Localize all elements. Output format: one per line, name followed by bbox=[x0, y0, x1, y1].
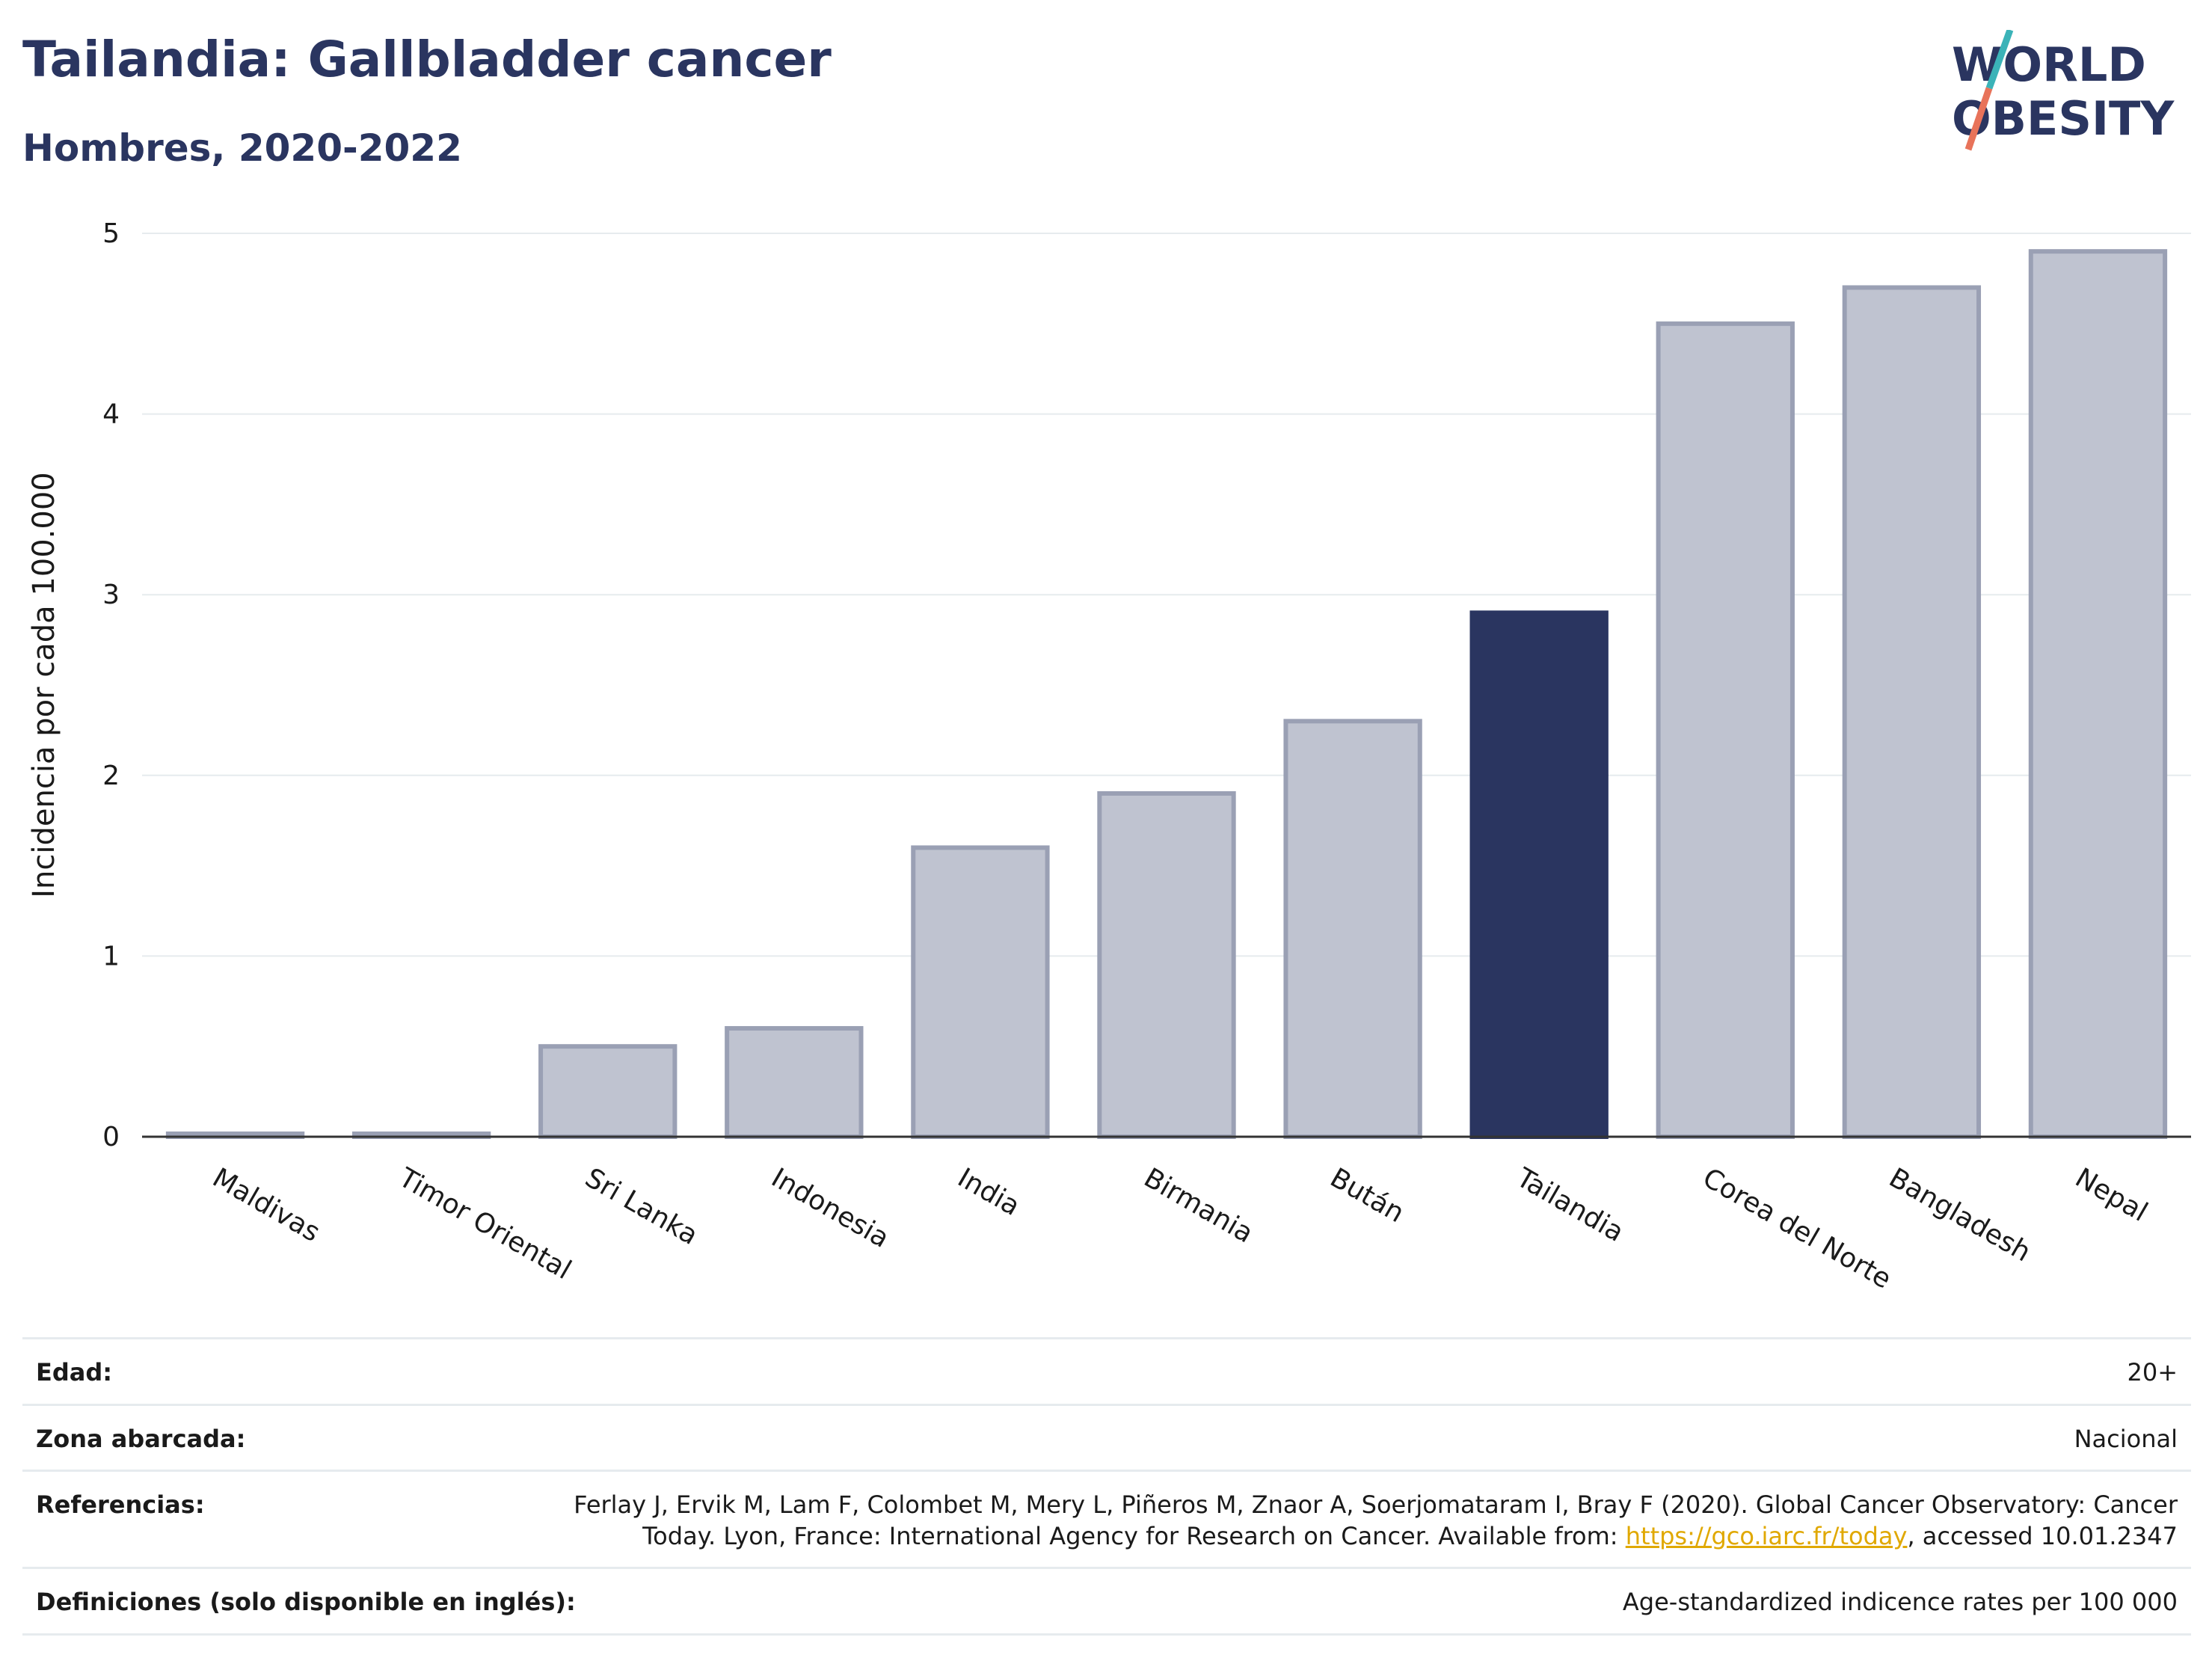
x-tick-label: Indonesia bbox=[766, 1162, 894, 1254]
reference-link[interactable]: https://gco.iarc.fr/today bbox=[1625, 1521, 1908, 1550]
x-tick-label: India bbox=[953, 1162, 1025, 1222]
reference-accessed: , accessed 10.01.2347 bbox=[1907, 1521, 2178, 1550]
y-tick-label: 4 bbox=[102, 399, 120, 430]
meta-value-definitions: Age-standardized indicence rates per 100… bbox=[1622, 1588, 2178, 1617]
chart-title: Tailandia: Gallbladder cancer bbox=[22, 31, 832, 88]
x-tick-label: Nepal bbox=[2070, 1162, 2153, 1228]
meta-value-zone: Nacional bbox=[2074, 1424, 2178, 1453]
bar-corea-del-norte bbox=[1656, 321, 1795, 1139]
bar-chart: 0 1 2 3 4 5 Maldivas Timor Oriental Sri Lanka In… bbox=[27, 218, 2191, 1295]
x-tick-label: Bután bbox=[1325, 1162, 1410, 1229]
meta-row-definitions: Definiciones (solo disponible en inglés)… bbox=[22, 1567, 2191, 1636]
x-tick-label: Maldivas bbox=[207, 1162, 325, 1248]
meta-row-references: Referencias: Ferlay J, Ervik M, Lam F, C… bbox=[22, 1470, 2191, 1567]
x-tick-label: Bangladesh bbox=[1884, 1162, 2036, 1268]
meta-row-zone: Zona abarcada: Nacional bbox=[22, 1403, 2191, 1470]
bar-indonesia bbox=[725, 1026, 864, 1140]
logo-slash-top bbox=[1985, 30, 2014, 90]
x-tick-label: Sri Lanka bbox=[580, 1162, 703, 1251]
bar-birmania bbox=[1097, 790, 1236, 1139]
meta-row-age: Edad: 20+ bbox=[22, 1337, 2191, 1404]
chart-subtitle: Hombres, 2020-2022 bbox=[22, 126, 462, 170]
x-tick-label: Tailandia bbox=[1511, 1162, 1629, 1248]
y-tick-label: 0 bbox=[102, 1122, 120, 1152]
x-axis-ticks: Maldivas Timor Oriental Sri Lanka Indonesia… bbox=[207, 1162, 2152, 1295]
bar-bután bbox=[1283, 719, 1422, 1139]
reference-text: Ferlay J, Ervik M, Lam F, Colombet M, Me… bbox=[574, 1490, 2178, 1550]
bar-bangladesh bbox=[1842, 285, 1982, 1140]
x-tick-label: Timor Oriental bbox=[393, 1162, 576, 1286]
bar-india bbox=[911, 845, 1050, 1139]
meta-label-references: Referencias: bbox=[36, 1490, 205, 1520]
bars bbox=[165, 249, 2168, 1140]
meta-value-age: 20+ bbox=[2127, 1358, 2178, 1387]
y-tick-label: 5 bbox=[102, 218, 120, 249]
y-axis-ticks: 0 1 2 3 4 5 bbox=[102, 218, 120, 1152]
logo-text-world: WORLD bbox=[1952, 37, 2146, 92]
y-tick-label: 1 bbox=[102, 941, 120, 971]
bar-tailandia bbox=[1469, 610, 1609, 1139]
meta-value-references: Ferlay J, Ervik M, Lam F, Colombet M, Me… bbox=[532, 1490, 2178, 1552]
meta-label-definitions: Definiciones (solo disponible en inglés)… bbox=[36, 1588, 576, 1617]
x-tick-label: Birmania bbox=[1139, 1162, 1259, 1249]
y-axis-title: Incidencia por cada 100.000 bbox=[27, 472, 61, 898]
meta-label-zone: Zona abarcada: bbox=[36, 1424, 246, 1453]
logo-text-obesity: OBESITY bbox=[1952, 91, 2175, 146]
bar-sri-lanka bbox=[538, 1044, 678, 1139]
logo-slash-bottom bbox=[1964, 87, 1993, 151]
meta-label-age: Edad: bbox=[36, 1358, 113, 1387]
world-obesity-logo: WORLD OBESITY bbox=[1952, 30, 2175, 151]
y-tick-label: 2 bbox=[102, 761, 120, 791]
metadata-table: Edad: 20+ Zona abarcada: Nacional Refere… bbox=[22, 1337, 2191, 1636]
bar-nepal bbox=[2028, 249, 2168, 1139]
y-tick-label: 3 bbox=[102, 580, 120, 610]
x-tick-label: Corea del Norte bbox=[1698, 1162, 1896, 1295]
